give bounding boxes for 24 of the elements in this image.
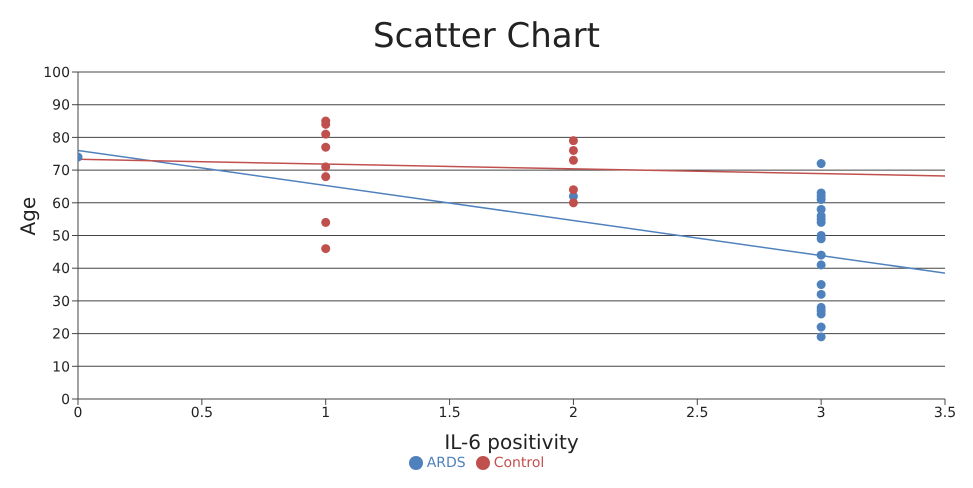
- y-tick-label: 70: [52, 163, 70, 180]
- x-tick-label: 0.5: [190, 404, 213, 421]
- y-tick-label: 30: [52, 294, 70, 310]
- x-tick-label: 1: [321, 404, 330, 421]
- y-tick-label: 60: [52, 196, 70, 212]
- x-axis-title: IL-6 positivity: [444, 430, 579, 454]
- x-tick-label: 0: [74, 404, 82, 421]
- x-tick-label: 1.5: [438, 404, 461, 421]
- x-tick-label: 3.5: [934, 404, 956, 421]
- y-tick-label: 0: [61, 392, 70, 408]
- y-tick-label: 50: [52, 228, 70, 244]
- x-tick-label: 3: [816, 404, 826, 421]
- x-tick-label: 2: [568, 404, 578, 421]
- y-tick-label: 40: [52, 261, 70, 278]
- chart-title: Scatter Chart: [372, 15, 601, 58]
- y-tick-label: 10: [52, 359, 70, 376]
- legend-label: Control: [494, 455, 544, 471]
- y-axis-title: Age: [16, 196, 40, 236]
- legend-label: ARDS: [426, 455, 466, 471]
- y-tick-label: 90: [52, 98, 70, 114]
- x-tick-label: 2.5: [686, 404, 708, 421]
- y-tick-label: 80: [52, 130, 70, 146]
- y-tick-label: 100: [43, 64, 70, 81]
- y-tick-label: 20: [52, 326, 70, 343]
